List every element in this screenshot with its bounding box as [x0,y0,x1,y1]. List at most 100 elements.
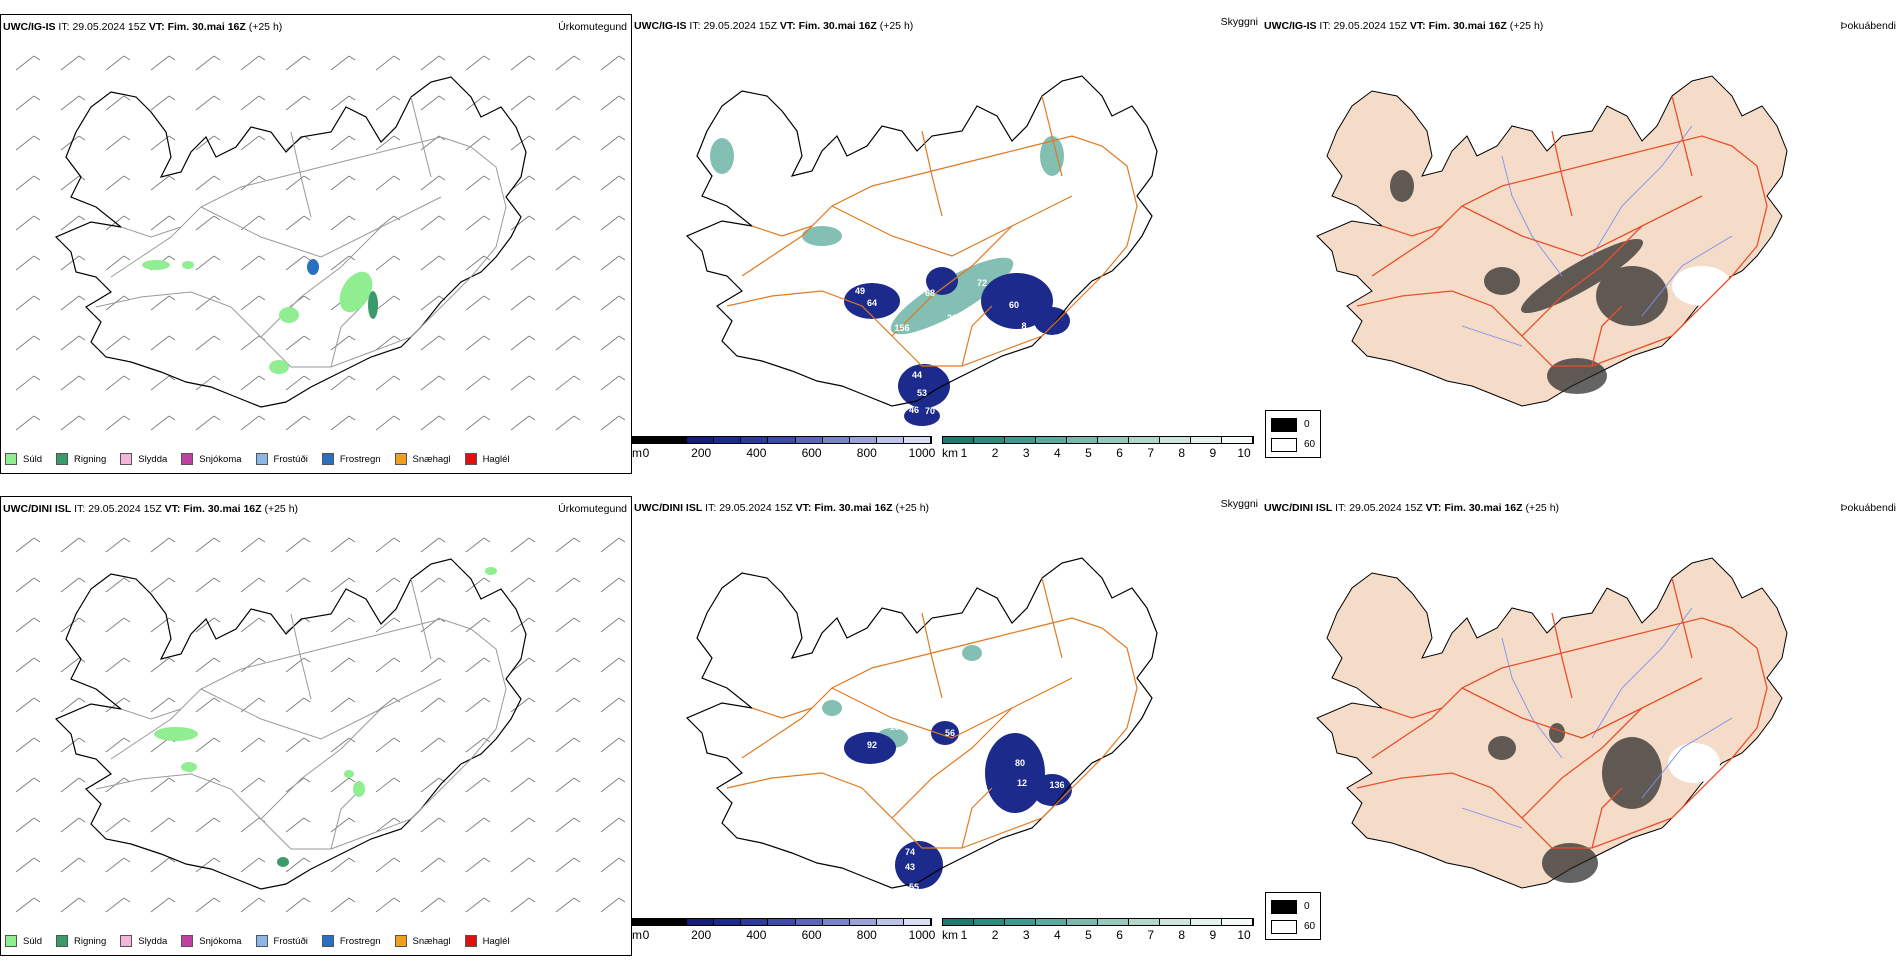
wind-barb [15,857,41,873]
it-label: IT: [1335,502,1347,514]
colorbar-segment [849,437,877,443]
legend-item: Frostregn [321,453,381,465]
wind-barb [465,95,491,111]
wind-barb [600,897,626,913]
cloud-base-label: 53 [917,388,927,398]
wind-barb [420,857,446,873]
wind-barb [465,657,491,673]
legend-label: Haglél [482,935,510,947]
wind-barb [150,657,176,673]
wind-barb [375,295,401,311]
visibility-colorbar: km 1 2 3 4 5 6 7 8 9 10 [942,918,1264,958]
wind-barb [195,657,221,673]
wind-barb [555,897,581,913]
wind-barb [555,335,581,351]
wind-barb [105,295,131,311]
wind-barb [420,415,446,431]
legend-item: Haglél [464,453,510,465]
legend-swatch [120,453,133,465]
wind-barb [330,335,356,351]
wind-barb [555,737,581,753]
colorbar-tick: 1 [960,446,968,460]
wind-barb [240,375,266,391]
fog-legend-label: 0 [1304,901,1310,912]
wind-barb [465,215,491,231]
wind-barb [510,335,536,351]
colorbar-segment [903,437,932,443]
wind-barb [555,577,581,593]
legend-label: Snæhagl [412,453,451,465]
it-label: IT: [1319,20,1331,32]
cloud-base-label: 46 [909,405,919,415]
wind-barb [420,215,446,231]
colorbar-segment [974,919,1005,925]
cloud-base-label: 61 [837,306,847,316]
wind-barb [285,537,311,553]
wind-barb [105,55,131,71]
wind-barb [510,95,536,111]
colorbar-tick: 3 [1022,446,1030,460]
wind-barb [330,897,356,913]
cloud-base-label: 60 [1009,300,1019,310]
colorbar-segment [660,437,688,443]
colorbar-tick: 9 [1209,446,1217,460]
wind-barb [150,897,176,913]
fog-legend-swatch-light [1271,920,1297,934]
wind-barb [510,657,536,673]
fog-panel: UWC/DINI ISL IT: 29.05.2024 15Z VT: Fim.… [1262,496,1900,956]
legend-swatch [321,935,334,947]
wind-barb [600,375,626,391]
wind-barb [375,335,401,351]
wind-barb [375,255,401,271]
fog-legend-swatch-light [1271,438,1297,452]
wind-barb [60,777,86,793]
wind-barb [105,817,131,833]
wind-barb [105,215,131,231]
lead-time: (+25 h) [895,502,930,514]
colorbar-tick: 4 [1053,446,1061,460]
colorbar-segment [714,437,742,443]
cloud-base-labels: 108 56 92 80 12 136 74 43 55 [867,722,1065,892]
precip-type-legend: Súld Rigning Slydda Snjókoma Frostúði Frostre… [5,453,524,465]
wind-barb [195,537,221,553]
wind-barb [195,175,221,191]
wind-barb [285,55,311,71]
wind-barb [465,175,491,191]
wind-barb [420,697,446,713]
legend-swatch [321,453,334,465]
precip-map [15,55,626,431]
legend-item: Slydda [120,453,167,465]
wind-barb [555,697,581,713]
wind-barb [375,175,401,191]
colorbar-strip [632,436,932,444]
wind-barb [510,537,536,553]
wind-barb [420,577,446,593]
wind-barb [240,55,266,71]
cloud-base-label: 40 [907,268,917,278]
wind-barb [555,295,581,311]
cloud-base-label: 56 [945,728,955,738]
panel-header: UWC/DINI ISL IT: 29.05.2024 15Z VT: Fim.… [1264,502,1896,518]
wind-barb [330,697,356,713]
cloud-base-label: 80 [1015,758,1025,768]
wind-barb [195,295,221,311]
panel-header: UWC/IG-IS IT: 29.05.2024 15Z VT: Fim. 30… [634,16,1258,36]
colorbar-tick: 2 [991,928,999,942]
legend-item: Slydda [120,935,167,947]
wind-barb [555,255,581,271]
fog-areas [1488,723,1662,883]
cloud-base-label: 43 [905,862,915,872]
wind-barb [420,95,446,111]
wind-barb [555,375,581,391]
wind-barb [240,697,266,713]
wind-barb [600,175,626,191]
precip-map [15,537,626,913]
wind-barb [285,375,311,391]
wind-barb [375,857,401,873]
colorbar-tick: 5 [1085,928,1092,942]
lead-time: (+25 h) [1509,20,1544,32]
wind-barb [465,55,491,71]
legend-swatch [255,453,268,465]
wind-barb [105,135,131,151]
wind-barb [330,215,356,231]
